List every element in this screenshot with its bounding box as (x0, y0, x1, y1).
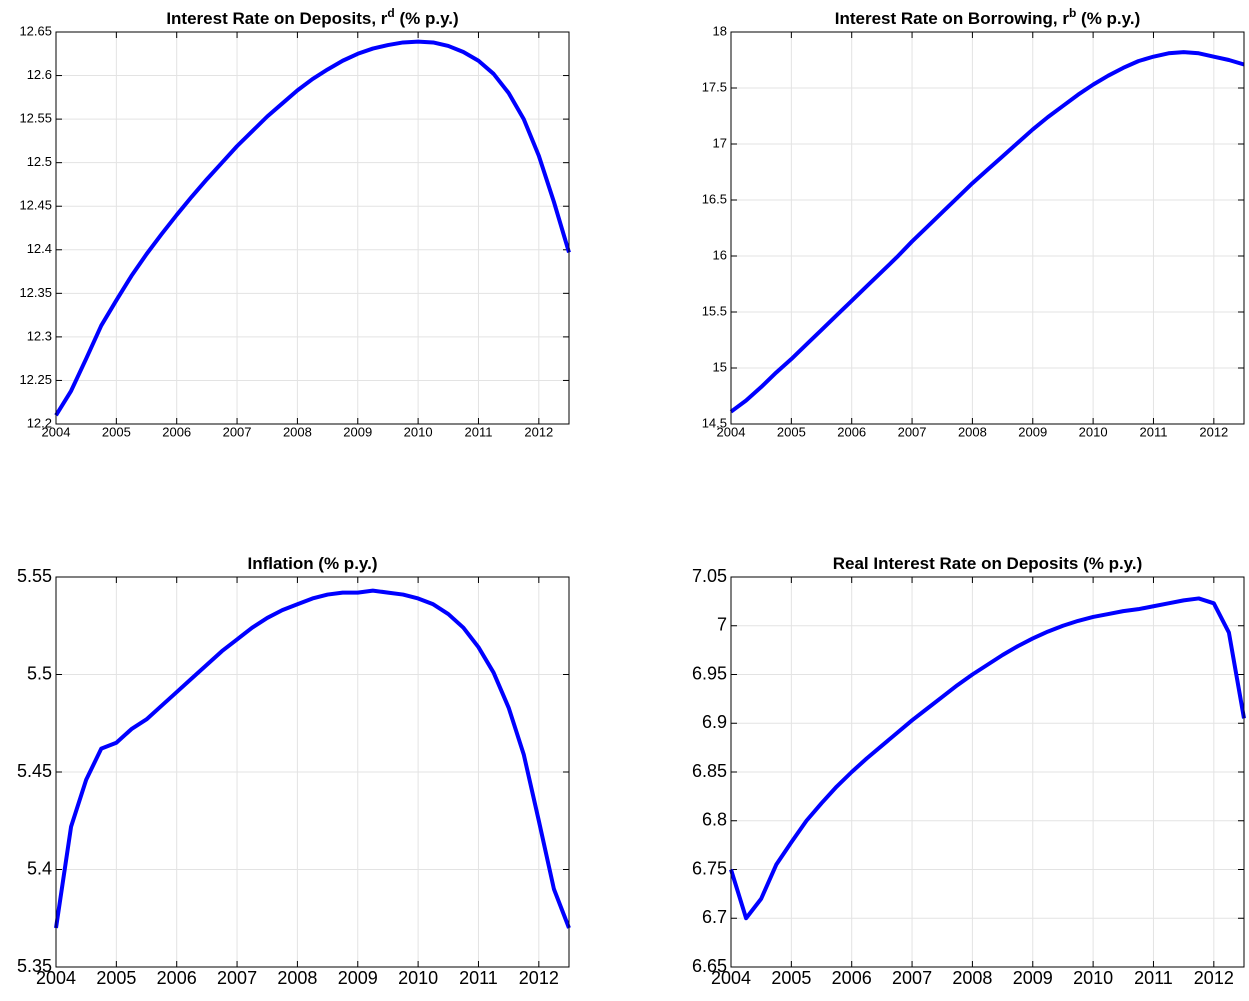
title-superscript: b (1069, 6, 1076, 20)
y-tick-label: 6.85 (692, 761, 727, 781)
x-tick-label: 2012 (1199, 424, 1228, 439)
x-tick-label: 2008 (277, 968, 317, 988)
x-tick-label: 2011 (464, 424, 492, 439)
subplot: 2004 2005 2006 2007 2008 2009 2010 2011 2012 6.65… (692, 554, 1246, 988)
y-tick-label: 12.45 (19, 198, 52, 213)
data-line (54, 39, 571, 417)
x-tick-label: 2009 (338, 968, 378, 988)
y-tick-label: 5.5 (27, 663, 52, 683)
title-suffix: (% p.y.) (395, 9, 459, 28)
y-tick-label: 17.5 (702, 79, 727, 94)
plot-area (56, 32, 569, 424)
y-tick-label: 7.05 (692, 566, 727, 586)
chart-title: Real Interest Rate on Deposits (% p.y.) (833, 554, 1143, 573)
x-tick-label: 2005 (102, 424, 131, 439)
y-tick-label: 15.5 (702, 303, 727, 318)
y-tick-label: 6.95 (692, 663, 727, 683)
x-tick-label: 2004 (717, 424, 746, 439)
x-tick-label: 2010 (404, 424, 433, 439)
x-tick-label: 2012 (1194, 968, 1234, 988)
data-line (729, 596, 1246, 921)
x-tick-label: 2009 (1013, 968, 1053, 988)
y-tick-label: 12.25 (19, 372, 52, 387)
x-tick-label: 2011 (1134, 968, 1173, 988)
x-tick-label: 2011 (1139, 424, 1167, 439)
x-tick-label: 2011 (459, 968, 498, 988)
x-tick-label: 2004 (42, 424, 71, 439)
x-tick-label: 2004 (36, 968, 76, 988)
axes-box (730, 31, 1245, 425)
y-tick-label: 12.5 (27, 154, 52, 169)
x-tick-label: 2005 (771, 968, 811, 988)
y-tick-label: 12.65 (19, 23, 52, 38)
chart-title: Interest Rate on Borrowing, rb (% p.y.) (835, 6, 1141, 28)
y-tick-label: 12.55 (19, 111, 52, 126)
x-tick-label: 2007 (217, 968, 257, 988)
chart-title: Interest Rate on Deposits, rd (% p.y.) (166, 6, 458, 28)
y-tick-label: 17 (713, 135, 727, 150)
x-tick-label: 2008 (952, 968, 992, 988)
y-tick-label: 16.5 (702, 191, 727, 206)
plot-area (731, 32, 1244, 424)
x-tick-label: 2005 (777, 424, 806, 439)
x-tick-label: 2007 (898, 424, 927, 439)
y-tick-label: 16 (713, 247, 727, 262)
data-line (729, 50, 1245, 414)
axes-box (55, 31, 570, 425)
y-tick-label: 15 (713, 359, 727, 374)
y-tick-label: 5.4 (27, 858, 52, 878)
y-tick-label: 12.6 (27, 67, 52, 82)
y-tick-label: 5.35 (17, 956, 52, 976)
y-tick-label: 6.75 (692, 858, 727, 878)
x-tick-label: 2012 (519, 968, 559, 988)
x-tick-label: 2008 (958, 424, 987, 439)
x-tick-label: 2007 (223, 424, 252, 439)
y-tick-label: 5.55 (17, 566, 52, 586)
x-tick-label: 2005 (96, 968, 136, 988)
y-tick-label: 14.5 (702, 415, 727, 430)
x-tick-label: 2006 (157, 968, 197, 988)
chart-title: Inflation (% p.y.) (247, 554, 377, 573)
title-suffix: (% p.y.) (1076, 9, 1140, 28)
y-tick-label: 6.7 (702, 907, 727, 927)
x-tick-label: 2012 (524, 424, 553, 439)
subplot: 2004 2005 2006 2007 2008 2009 2010 2011 2012 12.2… (19, 6, 571, 439)
x-tick-label: 2007 (892, 968, 932, 988)
title-text: Interest Rate on Borrowing, r (835, 9, 1070, 28)
y-tick-label: 12.4 (27, 241, 52, 256)
x-tick-label: 2009 (343, 424, 372, 439)
x-tick-label: 2009 (1018, 424, 1047, 439)
y-tick-label: 6.8 (702, 810, 727, 830)
x-tick-label: 2004 (711, 968, 751, 988)
subplot: 2004 2005 2006 2007 2008 2009 2010 2011 2012 14.5… (702, 6, 1245, 439)
x-tick-label: 2006 (162, 424, 191, 439)
x-tick-label: 2006 (832, 968, 872, 988)
y-tick-label: 12.3 (27, 328, 52, 343)
x-tick-label: 2008 (283, 424, 312, 439)
axes-box (730, 576, 1245, 968)
y-tick-label: 6.9 (702, 712, 727, 732)
y-tick-label: 6.65 (692, 956, 727, 976)
x-tick-label: 2010 (1073, 968, 1113, 988)
axes-box (55, 576, 570, 968)
x-tick-label: 2010 (398, 968, 438, 988)
y-tick-label: 18 (713, 23, 727, 38)
data-line (54, 588, 571, 929)
y-tick-label: 12.2 (27, 415, 52, 430)
subplot: 2004 2005 2006 2007 2008 2009 2010 2011 2012 5.35… (17, 554, 571, 988)
title-superscript: d (387, 6, 394, 20)
y-tick-label: 12.35 (19, 285, 52, 300)
x-tick-label: 2010 (1079, 424, 1108, 439)
title-text: Interest Rate on Deposits, r (166, 9, 387, 28)
y-tick-label: 5.45 (17, 761, 52, 781)
y-tick-label: 7 (717, 615, 727, 635)
x-tick-label: 2006 (837, 424, 866, 439)
